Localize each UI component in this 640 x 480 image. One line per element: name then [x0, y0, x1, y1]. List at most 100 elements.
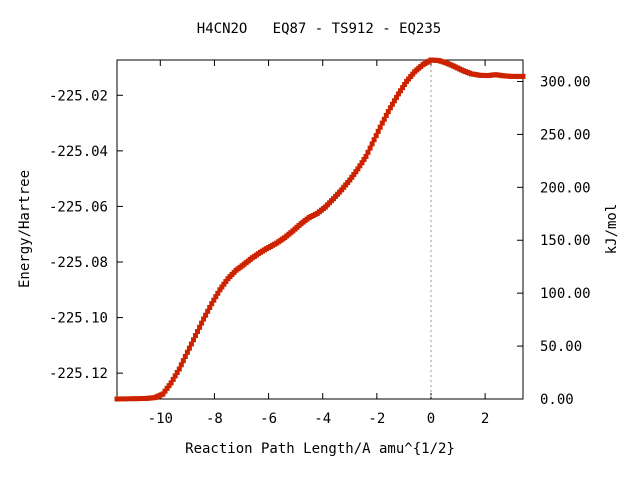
- data-point: [367, 145, 373, 151]
- data-point: [369, 141, 375, 147]
- data-point: [199, 320, 205, 326]
- data-point: [353, 169, 359, 175]
- x-tick-label: -2: [368, 411, 385, 427]
- y2-tick-label: 0.00: [540, 392, 574, 408]
- data-point: [383, 112, 389, 118]
- data-point: [164, 385, 170, 391]
- data-point: [351, 172, 357, 177]
- data-point: [137, 396, 143, 402]
- data-point: [118, 396, 124, 402]
- data-point: [215, 290, 221, 296]
- data-point: [375, 128, 381, 134]
- data-point: [361, 157, 367, 162]
- data-point: [203, 312, 209, 318]
- y2-tick-label: 250.00: [540, 127, 591, 143]
- data-point: [134, 396, 140, 402]
- data-point: [114, 396, 120, 402]
- x-axis-label: Reaction Path Length/A amu^{1/2}: [185, 441, 455, 457]
- data-point: [162, 388, 168, 394]
- plot-area-frame: [116, 59, 524, 400]
- data-point: [359, 160, 365, 166]
- energy-profile-points: [114, 57, 526, 402]
- data-point: [176, 366, 182, 372]
- y-tick-label: -225.12: [49, 366, 108, 382]
- y-tick-label: -225.10: [49, 311, 108, 327]
- data-point: [347, 177, 353, 183]
- data-point: [402, 82, 408, 87]
- data-point: [166, 383, 172, 389]
- data-point: [219, 284, 225, 290]
- data-point: [349, 174, 355, 180]
- data-point: [140, 396, 146, 401]
- data-point: [195, 329, 200, 334]
- data-point: [355, 166, 361, 172]
- data-point: [193, 333, 198, 339]
- data-point: [223, 279, 229, 284]
- data-point: [174, 370, 180, 375]
- x-tick-label: -8: [206, 411, 223, 427]
- data-point: [398, 88, 403, 94]
- data-point: [209, 301, 215, 307]
- data-point: [182, 354, 188, 359]
- data-point: [377, 124, 383, 130]
- data-point: [207, 305, 213, 310]
- y-axis-left: -225.12 -225.10 -225.08 -225.06 -225.04 -225.…: [49, 88, 123, 382]
- data-point: [509, 73, 515, 79]
- data-point: [373, 133, 379, 139]
- data-point: [205, 308, 211, 314]
- data-point: [188, 341, 194, 347]
- x-tick-label: 0: [427, 411, 435, 427]
- y2-axis-label: kJ/mol: [604, 204, 620, 255]
- y-tick-label: -225.04: [49, 144, 108, 160]
- data-point: [160, 391, 166, 397]
- data-point: [126, 396, 132, 402]
- data-point: [396, 91, 401, 97]
- data-point: [186, 345, 192, 351]
- data-point: [122, 396, 128, 402]
- data-point: [211, 297, 217, 303]
- y2-tick-label: 150.00: [540, 233, 591, 249]
- y-tick-label: -225.08: [49, 255, 108, 271]
- data-point: [172, 373, 178, 379]
- data-point: [515, 73, 521, 79]
- y2-tick-label: 50.00: [540, 339, 582, 355]
- data-point: [191, 337, 196, 343]
- data-point: [371, 137, 377, 143]
- y2-tick-label: 200.00: [540, 180, 591, 196]
- data-point: [357, 163, 363, 169]
- x-tick-label: -6: [260, 411, 277, 427]
- data-point: [517, 73, 523, 79]
- data-point: [385, 109, 391, 115]
- data-point: [520, 73, 526, 79]
- x-tick-label: 2: [481, 411, 489, 427]
- data-point: [400, 85, 406, 91]
- data-point: [184, 349, 190, 355]
- data-point: [213, 294, 219, 300]
- y2-tick-label: 100.00: [540, 286, 591, 302]
- data-point: [180, 358, 186, 364]
- data-point: [217, 287, 223, 293]
- y-tick-label: -225.02: [49, 88, 108, 104]
- chart-title: H4CN2O EQ87 - TS912 - EQ235: [197, 21, 441, 37]
- data-point: [170, 376, 176, 382]
- data-point: [130, 396, 136, 402]
- data-point: [365, 149, 371, 155]
- y2-tick-label: 300.00: [540, 74, 591, 90]
- data-point: [168, 380, 174, 386]
- data-point: [379, 120, 385, 126]
- data-point: [389, 101, 395, 107]
- data-point: [197, 324, 203, 330]
- data-point: [387, 105, 393, 111]
- x-tick-label: -10: [148, 411, 173, 427]
- data-point: [201, 316, 207, 322]
- energy-profile-line: [116, 59, 523, 400]
- x-tick-label: -4: [314, 411, 331, 427]
- data-point: [221, 281, 227, 287]
- data-point: [381, 116, 387, 122]
- data-point: [363, 153, 369, 159]
- data-point: [178, 362, 184, 368]
- y-axis-label: Energy/Hartree: [17, 170, 33, 288]
- data-point: [512, 73, 518, 79]
- x-axis: -10 -8 -6 -4 -2 0 2: [148, 60, 489, 427]
